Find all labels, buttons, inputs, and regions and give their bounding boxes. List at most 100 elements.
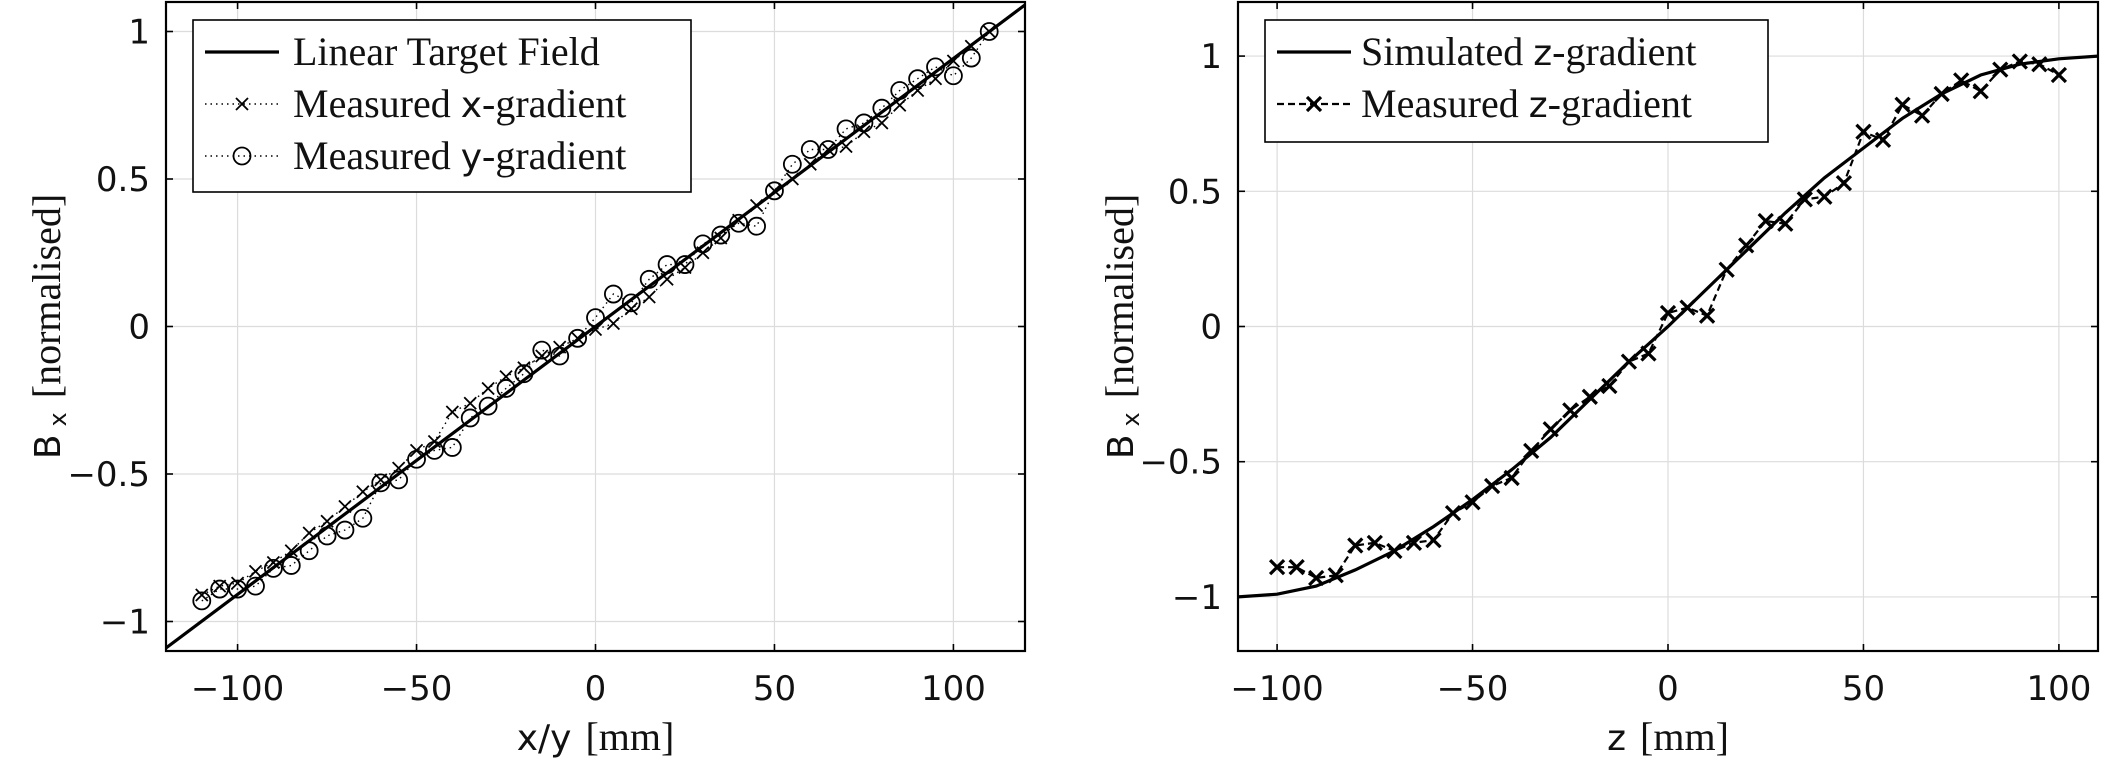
legend-label-part: -gradient [1552, 29, 1696, 74]
data-point [319, 527, 336, 544]
data-point [301, 542, 318, 559]
y-axis-title-unit: [normalised] [1097, 194, 1142, 398]
data-point [518, 362, 530, 374]
data-point [1622, 355, 1636, 369]
data-point [211, 581, 228, 598]
legend-label-part: -gradient [482, 133, 626, 178]
x-tick-label: −50 [381, 669, 453, 709]
data-point [748, 218, 765, 235]
data-point [607, 318, 619, 330]
y-tick-label: −1 [100, 603, 150, 643]
data-point [303, 527, 315, 539]
legend-label-part: Simulated [1361, 29, 1533, 74]
data-point [838, 120, 855, 137]
legend-label-variable: z [1529, 85, 1548, 126]
data-point [464, 397, 476, 409]
y-axis-title: Bx [normalised] [1097, 194, 1145, 459]
y-tick-label: 0 [128, 308, 150, 348]
data-point [482, 382, 494, 394]
x-axis-title-unit: [mm] [585, 714, 674, 759]
data-point [1681, 301, 1695, 315]
x-tick-label: 100 [2026, 669, 2091, 709]
legend-label: Linear Target Field [293, 29, 600, 74]
data-point [446, 406, 458, 418]
chart-z-gradient: −100 −50 0 50 100 −1 −0.5 0 0.5 1 z [mm] Bx [normalis… [1097, 2, 2098, 759]
y-tick-label: 0.5 [1168, 172, 1222, 212]
data-point [784, 156, 801, 173]
data-point [1563, 403, 1577, 417]
legend-label: Measured y-gradient [293, 133, 626, 178]
data-point [357, 486, 369, 498]
chart-xy-gradient: −100 −50 0 50 100 −1 −0.5 0 0.5 1 x/y [mm] Bx [normal… [24, 2, 1025, 759]
data-point [1446, 506, 1460, 520]
data-point [1896, 98, 1910, 112]
legend-label: Measured x-gradient [293, 81, 626, 126]
data-point [283, 557, 300, 574]
y-tick-label: 1 [1200, 37, 1222, 77]
data-point [339, 500, 351, 512]
data-point [751, 200, 763, 212]
legend-label-part: Linear Target Field [293, 29, 600, 74]
x-axis-title-main: z [1607, 718, 1626, 759]
data-point [1915, 109, 1929, 123]
data-point [840, 141, 852, 153]
x-tick-label: −100 [1230, 669, 1323, 709]
data-point [643, 291, 655, 303]
data-point [1485, 479, 1499, 493]
data-point [1544, 422, 1558, 436]
data-point [321, 515, 333, 527]
data-point [1505, 471, 1519, 485]
data-point [1426, 533, 1440, 547]
data-point [249, 565, 261, 577]
data-point [1935, 87, 1949, 101]
x-tick-label: 0 [1657, 669, 1679, 709]
x-tick-label: 50 [753, 669, 796, 709]
x-axis-title-main: x/y [517, 718, 572, 759]
data-point [536, 350, 548, 362]
x-tick-label: 100 [921, 669, 986, 709]
y-tick-label: 0 [1200, 308, 1222, 348]
x-axis-title-unit: [mm] [1640, 714, 1729, 759]
y-axis-title: Bx [normalised] [24, 194, 72, 459]
y-axis-title-sub: x [44, 412, 72, 426]
data-point [462, 409, 479, 426]
x-tick-label: −100 [191, 669, 284, 709]
data-point [694, 235, 711, 252]
legend-label-variable: x [461, 85, 482, 126]
legend-label: Measured z-gradient [1361, 81, 1692, 126]
legend-label-part: Measured [293, 81, 461, 126]
data-point [659, 256, 676, 273]
y-tick-label: −0.5 [67, 455, 150, 495]
legend-label-variable: z [1533, 33, 1552, 74]
y-axis-title-unit: [normalised] [24, 194, 69, 398]
x-tick-label: −50 [1437, 669, 1509, 709]
data-point [1641, 347, 1655, 361]
y-tick-label: −1 [1172, 578, 1222, 618]
legend-label-part: Measured [293, 133, 461, 178]
y-tick-label: −0.5 [1139, 443, 1222, 483]
x-axis-title: z [mm] [1607, 714, 1729, 759]
y-axis-title-sub: x [1117, 412, 1145, 426]
data-point [661, 273, 673, 285]
data-point [894, 99, 906, 111]
figure: −100 −50 0 50 100 −1 −0.5 0 0.5 1 x/y [mm] Bx [normal… [0, 0, 2111, 761]
data-point [196, 589, 208, 601]
legend: Linear Target FieldMeasured x-gradientMe… [193, 20, 691, 192]
x-tick-label: 50 [1842, 669, 1885, 709]
data-point [802, 141, 819, 158]
data-point [625, 303, 637, 315]
legend-label-part: Measured [1361, 81, 1529, 126]
legend: Simulated z-gradientMeasured z-gradient [1265, 20, 1768, 142]
data-point [2032, 57, 2046, 71]
data-point [1974, 84, 1988, 98]
data-point [444, 439, 461, 456]
data-point [876, 117, 888, 129]
legend-label-variable: y [461, 137, 482, 178]
data-point [1700, 309, 1714, 323]
y-axis-title-main: B [1101, 434, 1142, 459]
legend-label-part: -gradient [1548, 81, 1692, 126]
legend-label-part: -gradient [482, 81, 626, 126]
data-point [1720, 263, 1734, 277]
data-point [1837, 176, 1851, 190]
y-axis-title-main: B [28, 434, 69, 459]
